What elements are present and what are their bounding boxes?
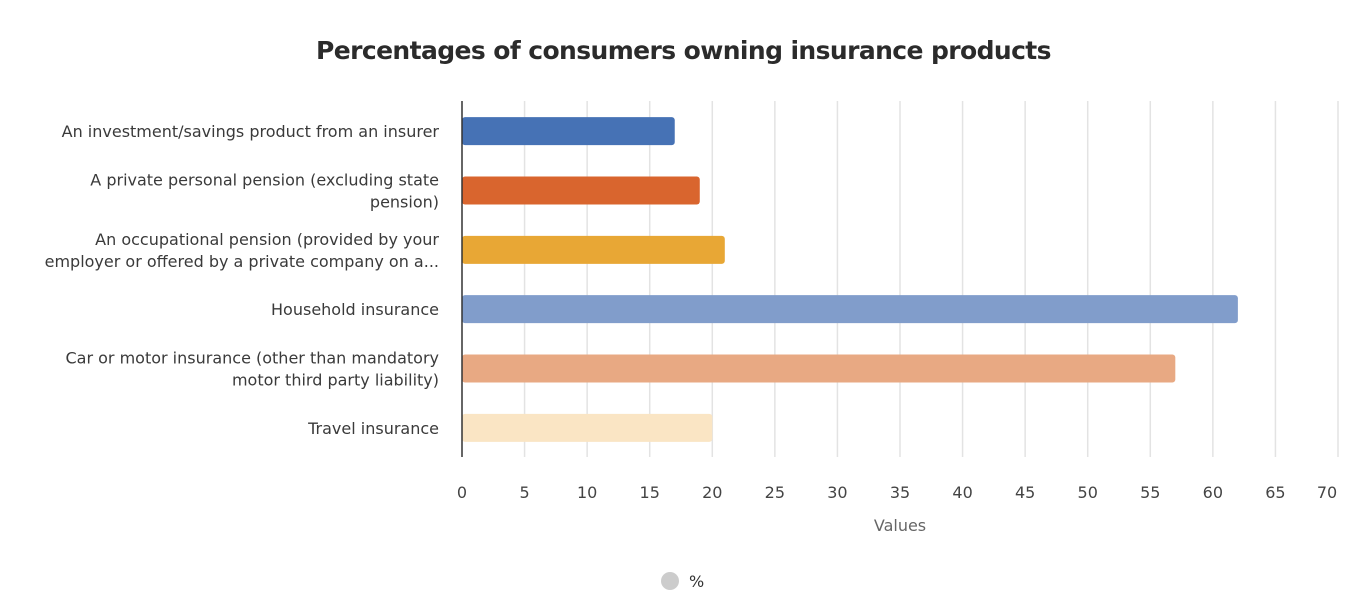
x-tick-label: 70	[1317, 483, 1337, 502]
x-tick-label: 20	[702, 483, 722, 502]
category-label: Travel insurance	[307, 419, 439, 438]
x-tick-label: 25	[765, 483, 785, 502]
x-tick-label: 0	[457, 483, 467, 502]
x-tick-label: 15	[640, 483, 660, 502]
category-label: employer or offered by a private company…	[45, 252, 439, 271]
bar[interactable]	[462, 354, 1176, 383]
bar[interactable]	[462, 117, 675, 146]
category-label: A private personal pension (excluding st…	[90, 171, 439, 190]
category-label: An occupational pension (provided by you…	[95, 230, 439, 249]
x-tick-label: 40	[952, 483, 972, 502]
category-label: An investment/savings product from an in…	[62, 122, 440, 141]
legend-label[interactable]: %	[689, 572, 704, 591]
bar[interactable]	[462, 295, 1238, 324]
x-tick-label: 5	[519, 483, 529, 502]
bar[interactable]	[462, 413, 713, 442]
x-tick-label: 35	[890, 483, 910, 502]
bars	[462, 117, 1238, 442]
chart-title: Percentages of consumers owning insuranc…	[316, 36, 1051, 65]
x-tick-label: 45	[1015, 483, 1035, 502]
bar[interactable]	[462, 176, 700, 205]
bar[interactable]	[462, 235, 725, 264]
x-tick-label: 65	[1265, 483, 1285, 502]
x-tick-label: 10	[577, 483, 597, 502]
category-label: pension)	[370, 193, 439, 212]
x-tick-label: 60	[1203, 483, 1223, 502]
category-label: motor third party liability)	[232, 371, 439, 390]
category-labels: An investment/savings product from an in…	[45, 122, 440, 438]
x-tick-labels: 0 5 10 15 20 25 30 35 40 45 50 55 60 65 70	[457, 483, 1337, 502]
legend[interactable]: %	[661, 572, 704, 591]
category-label: Car or motor insurance (other than manda…	[65, 349, 439, 368]
gridlines	[523, 101, 1339, 457]
x-axis-title: Values	[874, 516, 926, 535]
legend-marker-icon[interactable]	[661, 572, 679, 590]
x-tick-label: 30	[827, 483, 847, 502]
x-tick-label: 50	[1078, 483, 1098, 502]
category-label: Household insurance	[271, 300, 439, 319]
x-tick-label: 55	[1140, 483, 1160, 502]
